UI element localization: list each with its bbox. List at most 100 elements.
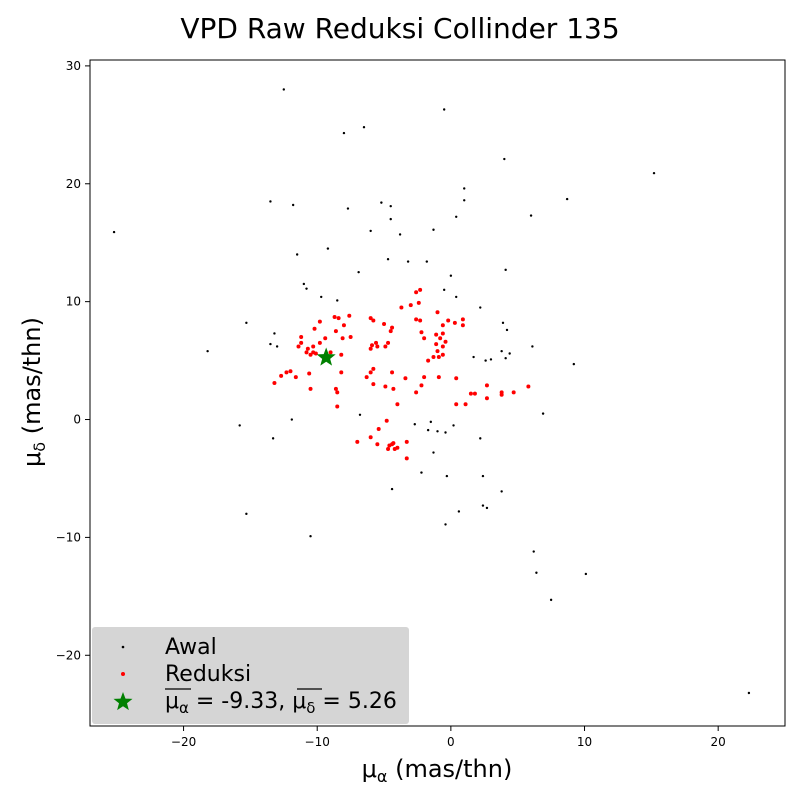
awal-point: [389, 217, 392, 221]
awal-point: [485, 506, 489, 510]
awal-point: [429, 420, 433, 424]
reduksi-point: [416, 300, 421, 305]
reduksi-point: [390, 325, 395, 330]
reduksi-point: [279, 373, 284, 378]
awal-point: [290, 418, 294, 421]
reduksi-point: [341, 323, 346, 328]
awal-point: [549, 598, 553, 602]
reduksi-point: [368, 346, 373, 351]
reduksi-point: [368, 370, 373, 375]
awal-point: [652, 171, 656, 175]
awal-point: [436, 430, 439, 433]
awal-point: [320, 295, 323, 299]
reduksi-point: [414, 390, 419, 395]
awal-point: [445, 474, 449, 478]
reduksi-point: [499, 390, 504, 395]
awal-point: [425, 260, 429, 263]
awal-point: [426, 428, 430, 432]
reduksi-point: [395, 402, 400, 407]
awal-point: [369, 229, 372, 233]
legend-mean-sub-a: α: [179, 699, 189, 717]
reduksi-point: [272, 380, 277, 385]
reduksi-point: [333, 386, 338, 391]
awal-point: [326, 247, 330, 250]
reduksi-point: [371, 318, 376, 323]
reduksi-point: [404, 456, 409, 461]
awal-point: [479, 306, 482, 309]
reduksi-point: [383, 384, 388, 389]
legend-mean-mu-d: μ: [292, 689, 306, 714]
awal-point: [541, 412, 545, 415]
awal-point: [413, 423, 416, 426]
reduksi-point: [435, 349, 440, 354]
x-axis-label-unit: (mas/thn): [387, 755, 512, 783]
reduksi-point: [511, 390, 516, 395]
reduksi-point: [323, 336, 328, 341]
y-axis-label-sub: δ: [30, 442, 49, 452]
reduksi-point: [418, 318, 423, 323]
awal-point: [269, 200, 272, 203]
reduksi-point: [383, 344, 388, 349]
reduksi-point: [339, 352, 344, 357]
awal-point: [455, 215, 458, 218]
y-tick-label: 0: [73, 413, 81, 427]
reduksi-point: [468, 391, 473, 396]
awal-point: [455, 295, 458, 299]
reduksi-point: [426, 358, 431, 363]
reduksi-point: [339, 370, 344, 375]
y-tick-label: 20: [66, 177, 81, 191]
reduksi-point: [443, 339, 448, 344]
reduksi-point: [463, 402, 468, 407]
reduksi-point: [317, 319, 322, 324]
reduksi-point: [454, 376, 459, 381]
awal-point: [282, 88, 285, 91]
legend-mean-sub-d: δ: [306, 699, 315, 717]
reduksi-point: [340, 336, 345, 341]
awal-point: [398, 233, 402, 236]
reduksi-point: [391, 386, 396, 391]
reduksi-point: [419, 383, 424, 388]
reduksi-point: [403, 376, 408, 381]
reduksi-point: [422, 336, 427, 341]
awal-point: [336, 299, 339, 302]
reduksi-point: [388, 329, 393, 334]
legend-label-awal: Awal: [165, 635, 217, 660]
awal-point: [489, 358, 493, 361]
awal-point: [346, 207, 350, 210]
awal-point: [535, 571, 538, 574]
reduksi-point: [299, 340, 304, 345]
y-tick-label: −10: [56, 530, 81, 544]
awal-point: [206, 349, 209, 353]
awal-point: [503, 157, 506, 161]
x-tick-label: −20: [171, 735, 196, 749]
reduksi-point: [308, 352, 313, 357]
x-axis-label-sub: α: [377, 767, 388, 786]
awal-point: [508, 352, 511, 355]
awal-point: [481, 504, 485, 507]
reduksi-point: [371, 366, 376, 371]
reduksi-point: [332, 314, 337, 319]
reduksi-point: [484, 396, 489, 401]
awal-point: [565, 197, 569, 201]
legend-box: [92, 627, 409, 724]
awal-point: [302, 282, 306, 286]
awal-point: [747, 691, 751, 695]
reduksi-point: [440, 331, 445, 336]
awal-point: [271, 437, 275, 440]
reduksi-point: [311, 344, 316, 349]
reduksi-point: [311, 350, 316, 355]
x-axis-label: μα (mas/thn): [362, 755, 513, 786]
ticks-layer: −20 −10 0 10 20 −20 −10 0 10 20 30: [56, 59, 726, 749]
reduksi-point: [304, 350, 309, 355]
legend-mean-mu-a: μ: [165, 689, 179, 714]
reduksi-point: [418, 287, 423, 292]
reduksi-point: [375, 344, 380, 349]
awal-point: [532, 550, 535, 553]
reduksi-point: [307, 371, 312, 376]
legend: Awal Reduksi μα = -9.33, μδ = 5.26: [92, 627, 409, 724]
awal-point: [584, 572, 588, 576]
awal-point: [112, 230, 116, 234]
reduksi-point: [368, 435, 373, 440]
reduksi-point: [452, 320, 457, 325]
